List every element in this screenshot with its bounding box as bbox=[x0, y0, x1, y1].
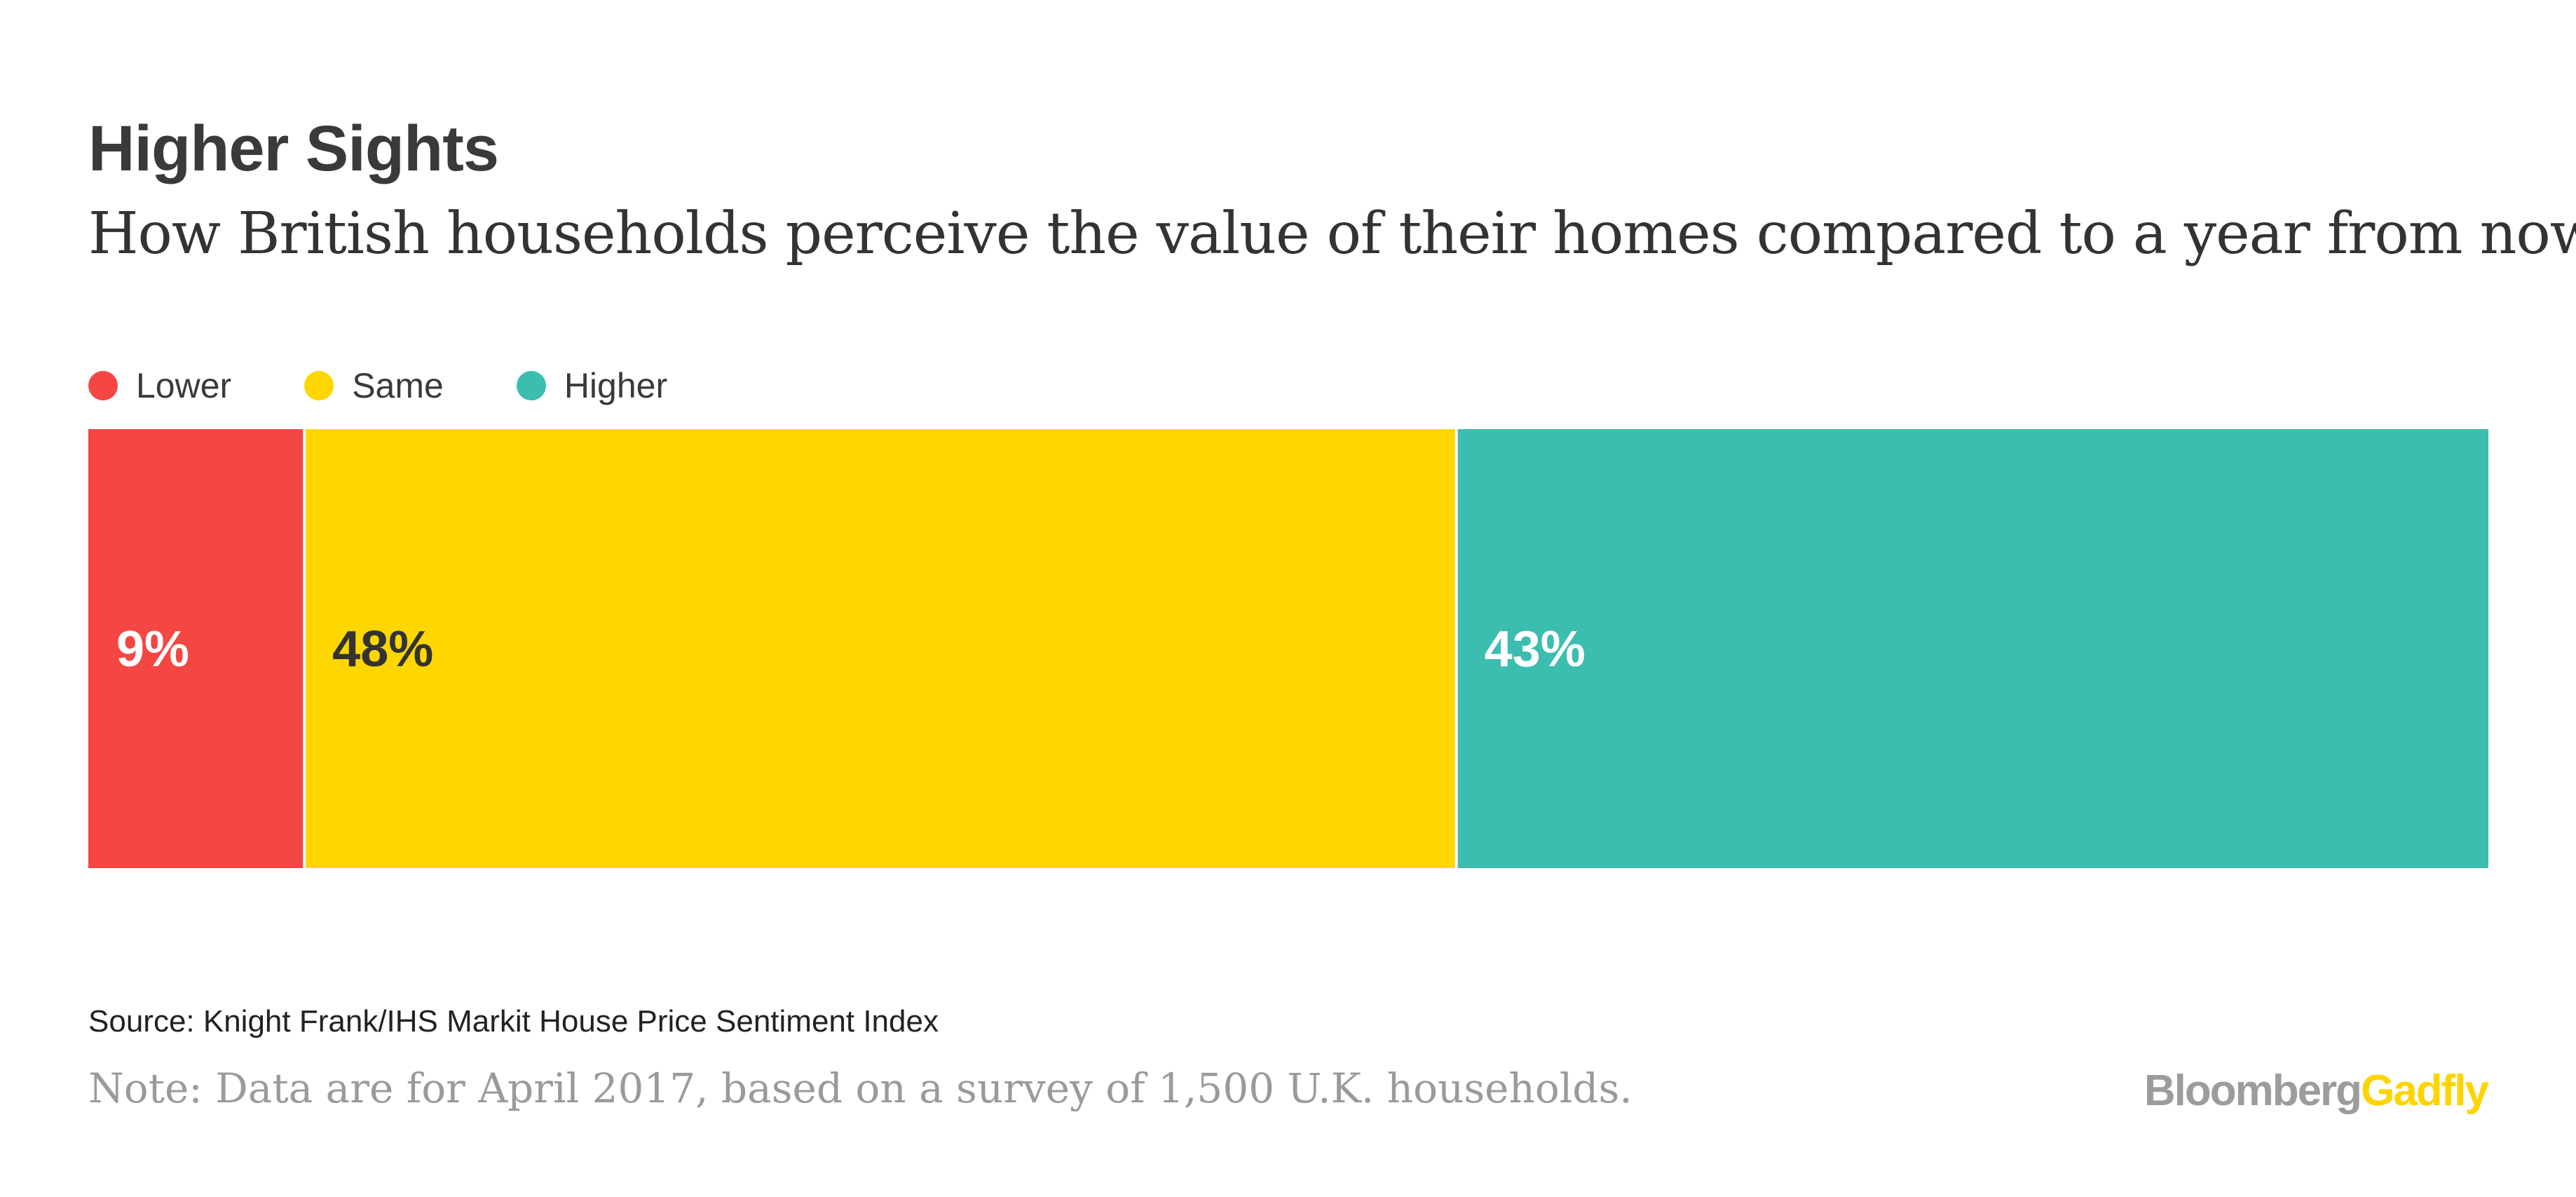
stacked-bar-chart: 9% 48% 43% bbox=[88, 429, 2488, 868]
bloomberg-gadfly-logo: BloombergGadfly bbox=[2144, 1067, 2489, 1115]
source-note: Source: Knight Frank/IHS Markit House Pr… bbox=[88, 1004, 939, 1039]
legend-label-higher: Higher bbox=[564, 366, 668, 405]
legend-swatch-lower bbox=[88, 371, 118, 400]
data-label-same: 48% bbox=[332, 621, 433, 677]
data-label-lower: 9% bbox=[116, 621, 189, 677]
legend-swatch-higher bbox=[516, 371, 546, 400]
data-label-higher: 43% bbox=[1485, 621, 1586, 677]
data-note: Note: Data are for April 2017, based on … bbox=[88, 1064, 1633, 1112]
legend-label-lower: Lower bbox=[136, 366, 232, 405]
bar-segment-same bbox=[304, 429, 1457, 868]
legend-label-same: Same bbox=[352, 366, 444, 405]
legend-item-lower: Lower bbox=[88, 365, 231, 406]
legend-item-same: Same bbox=[304, 365, 444, 406]
legend-item-higher: Higher bbox=[516, 365, 668, 406]
legend: Lower Same Higher bbox=[88, 365, 740, 407]
chart-subtitle: How British households perceive the valu… bbox=[88, 201, 2576, 267]
bar-segment-higher bbox=[1456, 429, 2488, 868]
legend-swatch-same bbox=[304, 371, 334, 400]
chart-title: Higher Sights bbox=[88, 113, 499, 184]
bar-segment-lower bbox=[88, 429, 305, 868]
